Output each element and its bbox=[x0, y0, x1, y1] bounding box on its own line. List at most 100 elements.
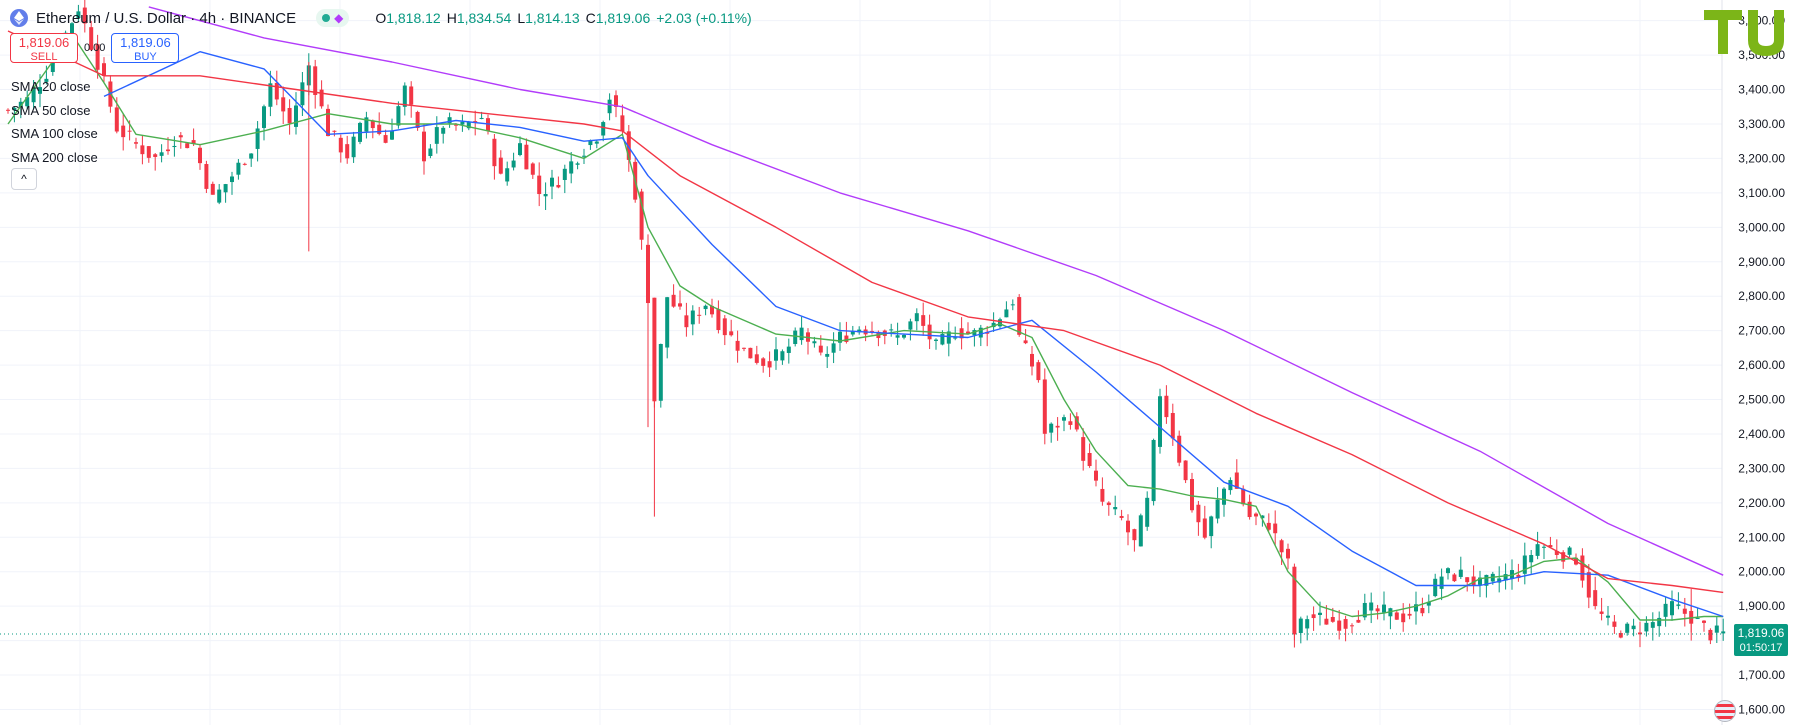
candle-body bbox=[1017, 297, 1022, 335]
y-tick-label: 2,100.00 bbox=[1738, 530, 1785, 544]
candle-body bbox=[223, 184, 228, 193]
high-key: H bbox=[446, 10, 457, 26]
buy-price: 1,819.06 bbox=[120, 35, 171, 50]
price-badge-value: 1,819.06 bbox=[1738, 626, 1785, 640]
candle-body bbox=[998, 319, 1002, 327]
candle-body bbox=[1657, 617, 1662, 627]
candle-body bbox=[50, 60, 55, 72]
candle-body bbox=[1241, 488, 1246, 505]
chevron-up-icon: ^ bbox=[21, 172, 27, 186]
y-tick-label: 3,200.00 bbox=[1738, 151, 1785, 165]
candle-body bbox=[178, 135, 183, 138]
candle-body bbox=[12, 107, 17, 111]
candle-body bbox=[1350, 625, 1354, 627]
candle-body bbox=[786, 346, 791, 353]
candle-body bbox=[1414, 604, 1418, 612]
legend-sma200[interactable]: SMA 200 close bbox=[11, 149, 98, 165]
candle-body bbox=[1177, 435, 1182, 463]
broker-logo-icon bbox=[1704, 10, 1784, 56]
y-tick-label: 2,600.00 bbox=[1738, 358, 1785, 372]
candle-body bbox=[492, 138, 497, 167]
high-value: 1,834.54 bbox=[456, 10, 512, 26]
y-tick-label: 2,500.00 bbox=[1738, 393, 1785, 407]
candle-body bbox=[710, 305, 714, 315]
candle-body bbox=[658, 343, 663, 401]
candle-body bbox=[114, 107, 119, 132]
candle-body bbox=[198, 147, 202, 164]
candle-body bbox=[614, 95, 618, 107]
candle-body bbox=[511, 160, 516, 168]
chart-header: Ethereum / U.S. Dollar · 4h · BINANCE ◆ … bbox=[10, 8, 752, 28]
sell-button[interactable]: 1,819.06 SELL bbox=[10, 33, 78, 63]
candle-body bbox=[1049, 423, 1054, 433]
y-tick-label: 3,000.00 bbox=[1738, 220, 1785, 234]
candle-body bbox=[1164, 395, 1169, 418]
candle-body bbox=[428, 148, 433, 157]
buy-button[interactable]: 1,819.06 BUY bbox=[111, 33, 180, 63]
legend-sma20[interactable]: SMA 20 close bbox=[11, 79, 91, 94]
candle-body bbox=[217, 189, 222, 203]
candle-body bbox=[1516, 574, 1521, 579]
candle-body bbox=[697, 314, 702, 316]
candle-body bbox=[530, 163, 535, 175]
candle-body bbox=[281, 97, 286, 112]
y-tick-label: 3,300.00 bbox=[1738, 117, 1785, 131]
candle-body bbox=[242, 163, 247, 165]
price-badge bbox=[1734, 624, 1788, 657]
legend-sma50[interactable]: SMA 50 close bbox=[11, 102, 91, 118]
candle-body bbox=[1138, 515, 1143, 547]
candle-body bbox=[1497, 578, 1502, 583]
candle-body bbox=[441, 127, 446, 134]
candle-body bbox=[18, 101, 23, 108]
indicator-legend: SMA 20 close SMA 50 close SMA 100 close … bbox=[11, 75, 98, 169]
candle-body bbox=[639, 191, 644, 240]
candle-body bbox=[1644, 622, 1649, 632]
sell-label: SELL bbox=[30, 51, 58, 63]
candle-body bbox=[562, 168, 567, 180]
candle-body bbox=[1222, 488, 1226, 505]
candle-body bbox=[1382, 604, 1386, 613]
close-value: 1,819.06 bbox=[595, 10, 651, 26]
candle-body bbox=[934, 339, 938, 341]
candle-body bbox=[1190, 479, 1194, 511]
candle-body bbox=[294, 105, 298, 127]
candle-body bbox=[1535, 544, 1540, 556]
candle-body bbox=[1145, 497, 1150, 527]
status-pill[interactable]: ◆ bbox=[316, 9, 350, 27]
open-value: 1,818.12 bbox=[386, 10, 441, 26]
candle-body bbox=[1279, 540, 1284, 553]
candle-body bbox=[1273, 523, 1278, 534]
candle-body bbox=[1298, 618, 1303, 633]
candle-body bbox=[89, 27, 94, 50]
candle-body bbox=[1254, 513, 1258, 517]
candle-body bbox=[191, 140, 196, 145]
candle-body bbox=[127, 130, 132, 132]
legend-sma100[interactable]: SMA 100 close bbox=[11, 126, 98, 141]
candle-body bbox=[1004, 309, 1009, 318]
candle-body bbox=[204, 164, 209, 189]
candle-body bbox=[274, 82, 279, 100]
candle-body bbox=[1151, 439, 1156, 502]
candle-body bbox=[889, 329, 894, 331]
candle-body bbox=[716, 308, 721, 331]
symbol-title[interactable]: Ethereum / U.S. Dollar · 4h · BINANCE bbox=[36, 9, 297, 27]
candle-body bbox=[1548, 545, 1553, 548]
candle-body bbox=[1708, 629, 1713, 641]
candle-body bbox=[1618, 632, 1623, 638]
open-key: O bbox=[375, 10, 387, 26]
candle-body bbox=[1439, 576, 1444, 589]
candle-body bbox=[370, 120, 375, 129]
globe-icon[interactable] bbox=[1714, 700, 1736, 722]
candle-body bbox=[1215, 499, 1220, 519]
y-tick-label: 2,800.00 bbox=[1738, 289, 1785, 303]
candle-body bbox=[447, 117, 452, 124]
y-tick-label: 3,100.00 bbox=[1738, 186, 1785, 200]
candle-body bbox=[582, 155, 586, 157]
trade-panel: 1,819.06 SELL 0.00 1,819.06 BUY bbox=[10, 33, 180, 63]
candle-body bbox=[850, 331, 855, 335]
candle-body bbox=[332, 130, 337, 132]
candle-body bbox=[1094, 470, 1098, 481]
y-tick-label: 1,600.00 bbox=[1738, 703, 1785, 717]
collapse-legend-button[interactable]: ^ bbox=[11, 168, 37, 190]
